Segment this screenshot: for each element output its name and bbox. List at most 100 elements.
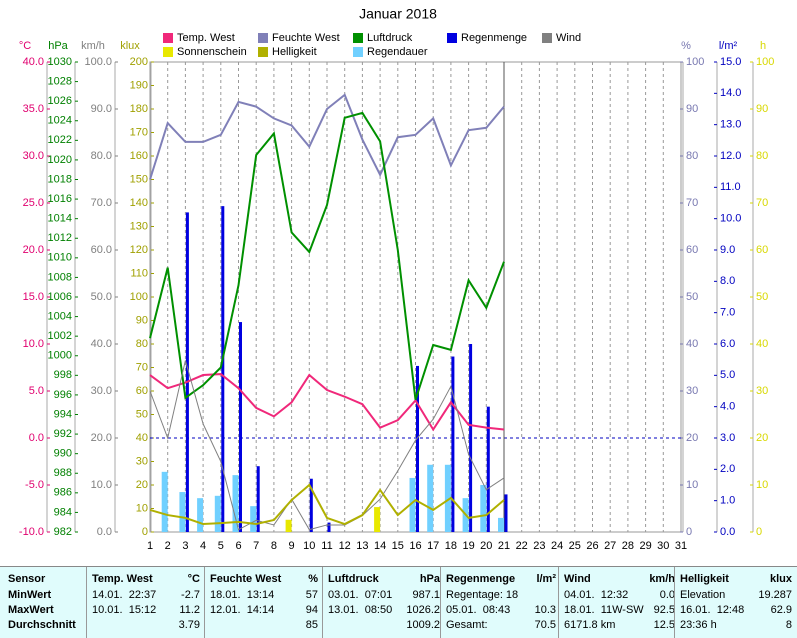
table-text: -2.7 bbox=[181, 589, 200, 601]
legend-swatch bbox=[258, 47, 268, 57]
column-separator bbox=[440, 567, 441, 638]
x-tick-label: 15 bbox=[392, 540, 404, 552]
axis-label: l/m² bbox=[719, 40, 738, 52]
y-tick-label: 60.0 bbox=[91, 244, 112, 256]
column-separator bbox=[86, 567, 87, 638]
table-text: Elevation bbox=[680, 589, 726, 601]
table-text: Regentage: 18 bbox=[446, 589, 519, 601]
y-tick-label: 1016 bbox=[48, 193, 72, 205]
x-tick-label: 10 bbox=[303, 540, 315, 552]
bar bbox=[309, 478, 313, 532]
y-tick-label: 11.0 bbox=[720, 181, 741, 193]
y-tick-label: 6.0 bbox=[720, 338, 735, 350]
x-tick-label: 1 bbox=[147, 540, 153, 552]
y-tick-label: 0 bbox=[142, 526, 148, 538]
legend-label: Sonnenschein bbox=[177, 46, 247, 58]
legend-label: Wind bbox=[556, 32, 581, 44]
column-separator bbox=[204, 567, 205, 638]
table-text: 18.01. 13:14 bbox=[210, 589, 275, 601]
y-tick-label: 982 bbox=[54, 526, 72, 538]
y-tick-label: 80 bbox=[686, 150, 698, 162]
table-text: hPa bbox=[419, 573, 440, 585]
table-text: Helligkeit bbox=[680, 573, 729, 585]
bar bbox=[480, 485, 487, 532]
bar bbox=[185, 212, 189, 532]
y-tick-label: 90 bbox=[756, 103, 768, 115]
x-tick-label: 19 bbox=[462, 540, 474, 552]
x-tick-label: 28 bbox=[622, 540, 634, 552]
y-tick-label: 8.0 bbox=[720, 275, 735, 287]
series-line bbox=[149, 373, 505, 432]
legend-label: Feuchte West bbox=[272, 32, 340, 44]
bar bbox=[232, 475, 239, 532]
y-tick-label: 180 bbox=[130, 103, 148, 115]
table-text: l/m² bbox=[536, 573, 556, 585]
table-text: 987.1 bbox=[412, 589, 440, 601]
x-tick-label: 17 bbox=[427, 540, 439, 552]
y-tick-label: 40 bbox=[136, 432, 148, 444]
table-text: Luftdruck bbox=[328, 573, 379, 585]
x-tick-label: 9 bbox=[289, 540, 295, 552]
y-tick-label: 1008 bbox=[48, 271, 72, 283]
y-tick-label: -10.0 bbox=[19, 526, 44, 538]
y-tick-label: 50 bbox=[136, 408, 148, 420]
y-tick-label: 12.0 bbox=[720, 150, 741, 162]
table-text: 11.2 bbox=[179, 604, 200, 616]
y-tick-label: 20 bbox=[686, 432, 698, 444]
y-tick-label: 1030 bbox=[48, 56, 72, 68]
y-tick-label: 30 bbox=[686, 385, 698, 397]
y-tick-label: 0 bbox=[756, 526, 762, 538]
y-tick-label: 110 bbox=[130, 267, 148, 279]
y-tick-label: 50.0 bbox=[91, 291, 112, 303]
x-tick-label: 26 bbox=[586, 540, 598, 552]
y-tick-label: 100.0 bbox=[84, 56, 112, 68]
summary-table: Sensor MinWert MaxWert Durchschnitt Temp. We… bbox=[0, 566, 797, 638]
table-text: Gesamt: bbox=[446, 619, 488, 631]
table-text: 70.5 bbox=[534, 619, 556, 631]
y-tick-label: 40.0 bbox=[91, 338, 112, 350]
bar bbox=[451, 356, 455, 532]
y-tick-label: 200 bbox=[130, 56, 148, 68]
y-tick-label: 40 bbox=[686, 338, 698, 350]
y-tick-label: 35.0 bbox=[23, 103, 44, 115]
bar bbox=[221, 206, 225, 532]
legend-label: Regenmenge bbox=[461, 32, 527, 44]
x-tick-label: 27 bbox=[604, 540, 616, 552]
x-tick-label: 18 bbox=[445, 540, 457, 552]
legend-swatch bbox=[353, 47, 363, 57]
series-line bbox=[149, 111, 505, 401]
y-tick-label: 0.0 bbox=[97, 526, 112, 538]
y-tick-label: 100 bbox=[130, 291, 148, 303]
bar bbox=[409, 477, 416, 532]
y-tick-label: 994 bbox=[54, 408, 72, 420]
y-tick-label: 1002 bbox=[48, 330, 72, 342]
y-tick-label: 100 bbox=[756, 56, 774, 68]
y-tick-label: 20.0 bbox=[91, 432, 112, 444]
chart: Januar 2018 1 2 3 4 5 6 7 8 9 10 11 12 13 14 15 16 17 18 1… bbox=[19, 6, 775, 552]
y-tick-label: 1018 bbox=[48, 173, 72, 185]
table-text: 62.9 bbox=[770, 604, 792, 616]
axis-label: h bbox=[760, 40, 766, 52]
y-tick-label: 120 bbox=[130, 244, 148, 256]
axis-label: klux bbox=[120, 40, 140, 52]
bar bbox=[239, 322, 242, 532]
table-text: 12.5 bbox=[653, 619, 675, 631]
y-tick-label: 3.0 bbox=[720, 432, 735, 444]
x-tick-label: 14 bbox=[374, 540, 386, 552]
legend-swatch bbox=[258, 33, 268, 43]
y-tick-label: 988 bbox=[54, 467, 72, 479]
x-tick-label: 25 bbox=[569, 540, 581, 552]
column-separator bbox=[558, 567, 559, 638]
legend-label: Helligkeit bbox=[272, 46, 317, 58]
y-tick-label: 1028 bbox=[48, 75, 72, 87]
table-text: 1009.2 bbox=[406, 619, 440, 631]
series-line bbox=[149, 93, 505, 180]
x-tick-label: 13 bbox=[356, 540, 368, 552]
table-text: Temp. West bbox=[92, 573, 153, 585]
y-tick-label: 100 bbox=[686, 56, 704, 68]
bar bbox=[285, 519, 292, 532]
x-tick-label: 31 bbox=[675, 540, 687, 552]
series-line bbox=[149, 360, 505, 531]
bar bbox=[469, 344, 473, 532]
table-text: 1026.2 bbox=[406, 604, 440, 616]
